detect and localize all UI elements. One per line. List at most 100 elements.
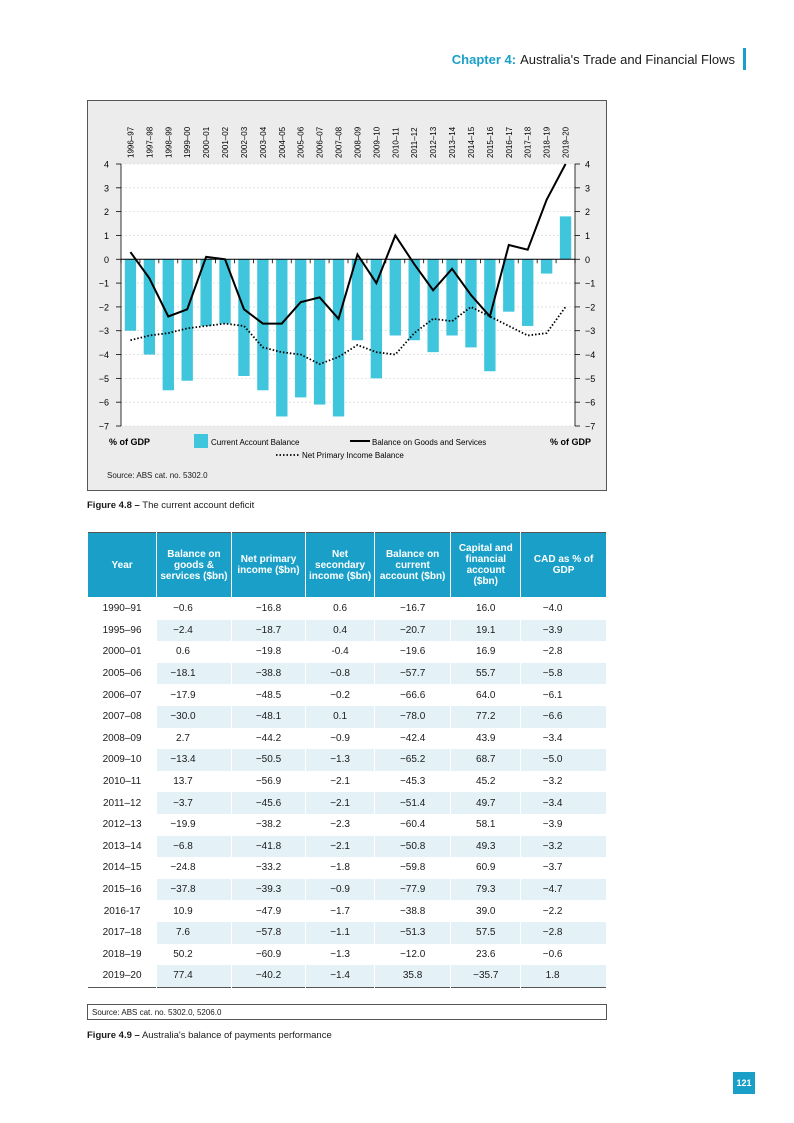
table-cell: −3.9: [520, 619, 607, 642]
table-cell: −18.7: [230, 619, 307, 642]
table-cell: −0.2: [305, 684, 375, 706]
table-cell: −51.4: [373, 792, 452, 814]
x-tick-label: 2010–11: [391, 127, 400, 158]
legend-label-line: Balance on Goods and Services: [372, 438, 486, 447]
table-cell: 2.7: [156, 727, 232, 750]
bar: [295, 259, 307, 398]
figure-4-8-text: The current account deficit: [142, 500, 255, 511]
x-tick-label: 2002–03: [240, 126, 249, 158]
table-body: 1990–91 −0.6 −16.8 0.6 −16.7 16.0 −4.0 1995–96 −…: [86, 597, 607, 988]
table-year-cell: 2006–07: [86, 684, 158, 706]
table-cell: 0.4: [305, 619, 375, 642]
page-number: 121: [733, 1072, 755, 1094]
table-cell: −4.0: [520, 597, 607, 620]
table-row: 2006–07 −17.9 −48.5 −0.2 −66.6 64.0 −6.1: [86, 684, 607, 706]
table-cell: −2.3: [305, 813, 375, 836]
figure-4-8-caption: Figure 4.8 – The current account deficit: [87, 500, 254, 511]
table-cell: −78.0: [373, 705, 452, 728]
table-cell: 19.1: [450, 619, 522, 642]
table-row: 2012–13 −19.9 −38.2 −2.3 −60.4 58.1 −3.9: [86, 813, 607, 836]
table-header-row: Year Balance on goods & services ($bn) Net…: [86, 532, 607, 598]
table-cell: −2.1: [305, 792, 375, 814]
table-cell: 58.1: [450, 813, 522, 836]
table-cell: −1.7: [305, 900, 375, 922]
table-cell: −56.9: [230, 770, 307, 793]
bar: [559, 216, 572, 260]
y-tick-label-left: −3: [99, 326, 109, 336]
bar: [276, 259, 288, 417]
table-cell: −0.8: [305, 662, 375, 685]
table-cell: 0.6: [156, 641, 232, 663]
y-tick-label-right: −4: [585, 350, 595, 360]
table-row: 2007–08 −30.0 −48.1 0.1 −78.0 77.2 −6.6: [86, 705, 607, 728]
table-cell: −1.8: [305, 857, 375, 879]
x-tick-label: 2001–02: [221, 126, 230, 158]
table-cell: −6.1: [520, 684, 607, 706]
bar: [540, 259, 553, 274]
table-row: 2010–11 13.7 −56.9 −2.1 −45.3 45.2 −3.2: [86, 770, 607, 793]
table-row: 1990–91 −0.6 −16.8 0.6 −16.7 16.0 −4.0: [86, 597, 607, 620]
table-cell: −77.9: [373, 878, 452, 901]
table-cell: −24.8: [156, 857, 232, 879]
table-row: 2018–19 50.2 −60.9 −1.3 −12.0 23.6 −0.6: [86, 943, 607, 966]
figure-4-9-text: Australia's balance of payments performa…: [141, 1030, 332, 1041]
table-year-cell: 2015–16: [86, 878, 158, 901]
table-cell: −2.2: [520, 900, 607, 922]
table-cell: −50.8: [373, 835, 452, 858]
table-cell: −3.4: [520, 792, 607, 814]
table-cell: 1.8: [520, 965, 607, 988]
table-row: 2019–20 77.4 −40.2 −1.4 35.8 −35.7 1.8: [86, 965, 607, 988]
x-tick-label: 2006–07: [316, 126, 325, 158]
table-year-cell: 2017–18: [86, 921, 158, 944]
bar: [408, 259, 420, 341]
table-row: 2008–09 2.7 −44.2 −0.9 −42.4 43.9 −3.4: [86, 727, 607, 750]
y-tick-label-right: 0: [585, 255, 590, 265]
table-cell: −3.7: [156, 792, 232, 814]
table-cell: 45.2: [450, 770, 522, 793]
y-tick-label-left: −4: [99, 350, 109, 360]
y-tick-label-left: 2: [104, 207, 109, 217]
table-year-cell: 2005–06: [86, 662, 158, 685]
table-cell: 49.3: [450, 835, 522, 858]
table-year-cell: 1995–96: [86, 619, 158, 642]
table-row: 2005–06 −18.1 −38.8 −0.8 −57.7 55.7 −5.8: [86, 662, 607, 685]
table-cell: −1.3: [305, 943, 375, 966]
table-cell: −38.8: [230, 662, 307, 685]
table-cell: 43.9: [450, 727, 522, 750]
table-year-cell: 2008–09: [86, 727, 158, 750]
table-cell: −19.8: [230, 641, 307, 663]
series-line-net-primary-income: [130, 305, 567, 366]
axis-label-left: % of GDP: [109, 437, 150, 447]
table-header-cell: Capital and financial account ($bn): [450, 532, 522, 598]
y-tick-label-right: 3: [585, 183, 590, 193]
table-cell: −18.1: [156, 662, 232, 685]
table-cell: 39.0: [450, 900, 522, 922]
figure-4-9-number: Figure 4.9 –: [87, 1030, 140, 1041]
bar: [351, 259, 364, 341]
series-line-goods-services: [129, 163, 567, 325]
table-cell: 16.0: [450, 597, 522, 620]
bar: [332, 259, 345, 417]
chapter-header: Chapter 4: Australia's Trade and Financi…: [452, 48, 746, 70]
table-cell: −33.2: [230, 857, 307, 879]
table-cell: −19.9: [156, 813, 232, 836]
table-row: 2011–12 −3.7 −45.6 −2.1 −51.4 49.7 −3.4: [86, 792, 607, 814]
bar: [257, 259, 269, 391]
table-year-cell: 2000–01: [86, 641, 158, 663]
bar: [124, 259, 137, 331]
table-cell: −12.0: [373, 943, 452, 966]
x-tick-label: 2011–12: [410, 127, 419, 158]
table-cell: −20.7: [373, 619, 452, 642]
x-tick-label: 2008–09: [353, 126, 362, 158]
table-cell: −65.2: [373, 749, 452, 771]
bar: [427, 259, 439, 353]
table-cell: 55.7: [450, 662, 522, 685]
table-cell: −60.4: [373, 813, 452, 836]
table-cell: −30.0: [156, 705, 232, 728]
table-cell: −5.0: [520, 749, 607, 771]
table-year-cell: 2011–12: [86, 792, 158, 814]
axis-label-right: % of GDP: [550, 437, 591, 447]
bar: [143, 259, 156, 355]
y-tick-label-right: −2: [585, 302, 595, 312]
table-cell: -0.4: [305, 641, 375, 663]
